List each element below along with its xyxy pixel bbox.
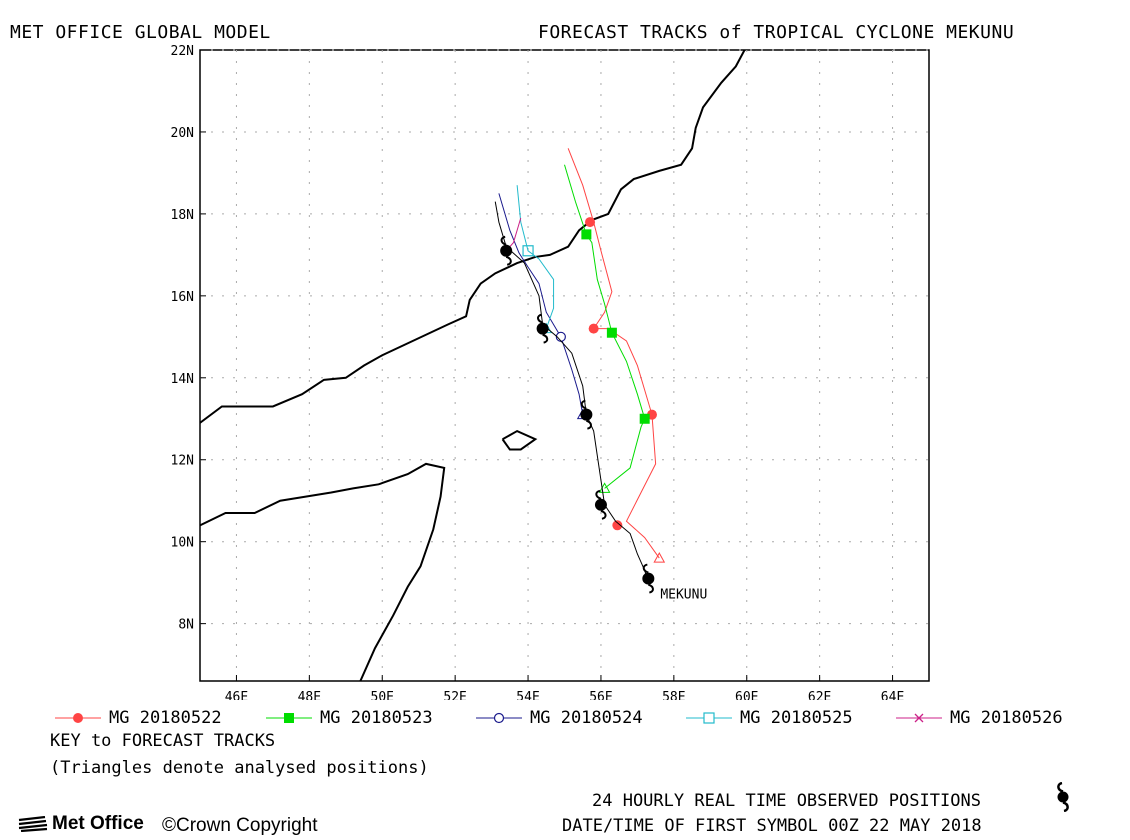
forecast-marker (606, 327, 617, 338)
track-mg-20180522 (567, 148, 666, 563)
key-title: KEY to FORECAST TRACKS (50, 731, 276, 751)
observed-positions-label: 24 HOURLY REAL TIME OBSERVED POSITIONS (592, 791, 981, 811)
forecast-marker (639, 413, 650, 424)
copyright-text: Crown Copyright (176, 815, 318, 836)
lon-tick-label: 48E (298, 690, 321, 700)
lat-tick-label: 16N (171, 290, 194, 305)
observed-symbol-arm (542, 333, 549, 344)
lat-tick-label: 20N (171, 126, 194, 141)
legend-item-20180526: MG 20180526 (896, 708, 1063, 728)
observed-symbol-arm (505, 255, 512, 266)
header-left-title: MET OFFICE GLOBAL MODEL (10, 22, 271, 43)
observed-symbol-arm (500, 235, 507, 246)
header-right-title: FORECAST TRACKS of TROPICAL CYCLONE MEKU… (538, 22, 1015, 43)
observed-symbol-arm (580, 399, 587, 410)
observed-symbol-arm (642, 563, 649, 574)
forecast-marker (588, 323, 599, 334)
observed-symbol-arm (537, 313, 544, 324)
storm-name-label: MEKUNU (660, 588, 707, 603)
legend-item-20180522: MG 20180522 (55, 708, 222, 728)
legend: MG 20180522 MG 20180523 MG 20180524 MG 2… (40, 708, 1120, 730)
observed-symbol-arm (600, 509, 607, 520)
legend-label: MG 20180523 (320, 708, 433, 728)
lat-tick-label: 10N (171, 536, 194, 551)
lon-tick-label: 64E (881, 690, 904, 700)
legend-label: MG 20180522 (109, 708, 222, 728)
map-axis-ticks: 46E 48E 50E 52E 54E 56E 58E 60E 62E 64E 8N 10N 12N 14… (171, 44, 905, 700)
forecast-marker (585, 217, 596, 228)
lon-tick-label: 60E (735, 690, 758, 700)
copyright: ©Crown Copyright (162, 815, 318, 837)
legend-item-20180523: MG 20180523 (266, 708, 433, 728)
lat-tick-label: 14N (171, 372, 194, 387)
lon-tick-label: 54E (516, 690, 539, 700)
met-office-wave-icon (18, 816, 48, 832)
met-office-logo: Met Office (18, 813, 144, 835)
forecast-marker (581, 229, 592, 240)
lon-tick-label: 58E (662, 690, 685, 700)
track-line (498, 193, 584, 415)
coastlines (200, 50, 746, 681)
cross-marker-icon (896, 713, 942, 723)
lon-tick-label: 56E (589, 690, 612, 700)
forecast-marker (612, 520, 623, 531)
open-circle-marker-icon (476, 712, 522, 724)
track-line (516, 185, 555, 329)
observed-symbol-arm (647, 583, 654, 594)
legend-label: MG 20180525 (740, 708, 853, 728)
cyclone-symbol-icon (1057, 782, 1069, 812)
map-grid (200, 49, 929, 681)
legend-label: MG 20180524 (530, 708, 643, 728)
track-line (567, 148, 660, 559)
coastline (501, 429, 538, 451)
coastline (200, 462, 446, 681)
copyright-symbol-icon: © (162, 815, 176, 836)
forecast-marker (522, 245, 534, 257)
forecast-map: 46E 48E 50E 52E 54E 56E 58E 60E 62E 64E 8N 10N 12N 14… (171, 44, 930, 700)
open-square-marker-icon (686, 712, 732, 724)
met-office-logo-text: Met Office (52, 813, 144, 834)
forecast-tracks (494, 148, 666, 594)
first-symbol-datetime: DATE/TIME OF FIRST SYMBOL 00Z 22 MAY 201… (562, 816, 982, 836)
lon-tick-label: 62E (808, 690, 831, 700)
track-observed (494, 201, 655, 594)
lat-tick-label: 12N (171, 454, 194, 469)
lon-tick-label: 46E (225, 690, 248, 700)
lat-tick-label: 8N (178, 618, 194, 633)
observed-position-symbol (500, 244, 513, 257)
triangles-note: (Triangles denote analysed positions) (50, 758, 429, 778)
observed-position-symbol (642, 572, 655, 585)
observed-position-symbol (536, 322, 549, 335)
lat-tick-label: 18N (171, 208, 194, 223)
lon-tick-label: 50E (371, 690, 394, 700)
legend-item-20180524: MG 20180524 (476, 708, 643, 728)
observed-position-symbol (580, 408, 593, 421)
observed-symbol-arm (595, 489, 602, 500)
legend-label: MG 20180526 (950, 708, 1063, 728)
square-marker-icon (266, 713, 312, 723)
map-frame (199, 49, 930, 682)
circle-marker-icon (55, 713, 101, 723)
lat-tick-label: 22N (171, 44, 194, 59)
lon-tick-label: 52E (443, 690, 466, 700)
coastline (200, 50, 746, 424)
analysed-position-triangle (653, 552, 666, 563)
legend-item-20180525: MG 20180525 (686, 708, 853, 728)
observed-symbol-arm (585, 419, 592, 430)
observed-position-symbol (594, 498, 607, 511)
